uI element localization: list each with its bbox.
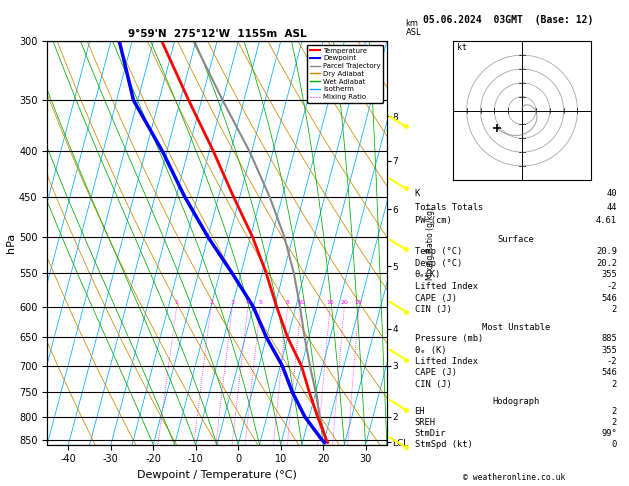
Text: SREH: SREH [415, 418, 435, 427]
Text: 4: 4 [246, 300, 250, 305]
Text: 40: 40 [606, 189, 617, 198]
Text: PW (cm): PW (cm) [415, 216, 451, 226]
Text: km
ASL: km ASL [406, 18, 421, 37]
Text: 3: 3 [230, 300, 234, 305]
Text: 546: 546 [601, 368, 617, 377]
Text: Dewp (°C): Dewp (°C) [415, 259, 462, 268]
Text: EH: EH [415, 407, 425, 417]
Text: 2: 2 [209, 300, 213, 305]
Text: Lifted Index: Lifted Index [415, 282, 477, 291]
Text: Surface: Surface [498, 235, 534, 244]
Text: Lifted Index: Lifted Index [415, 357, 477, 366]
Text: 20.2: 20.2 [596, 259, 617, 268]
Text: 2: 2 [612, 380, 617, 389]
Text: 4.61: 4.61 [596, 216, 617, 226]
Text: 355: 355 [601, 346, 617, 355]
Text: Mixing Ratio (g/kg): Mixing Ratio (g/kg) [426, 207, 435, 279]
Text: 355: 355 [601, 270, 617, 279]
Text: CAPE (J): CAPE (J) [415, 368, 457, 377]
Text: 10: 10 [297, 300, 305, 305]
Text: θₑ(K): θₑ(K) [415, 270, 441, 279]
Text: 0: 0 [612, 440, 617, 449]
Text: Temp (°C): Temp (°C) [415, 247, 462, 256]
Text: Pressure (mb): Pressure (mb) [415, 334, 483, 343]
Text: 5: 5 [259, 300, 262, 305]
Y-axis label: hPa: hPa [6, 233, 16, 253]
Text: 99°: 99° [601, 429, 617, 438]
Text: 2: 2 [612, 305, 617, 314]
Text: 885: 885 [601, 334, 617, 343]
Text: 8: 8 [286, 300, 289, 305]
Text: -2: -2 [606, 282, 617, 291]
Text: 20: 20 [340, 300, 348, 305]
Text: 05.06.2024  03GMT  (Base: 12): 05.06.2024 03GMT (Base: 12) [423, 16, 593, 25]
Text: Totals Totals: Totals Totals [415, 203, 483, 212]
Text: © weatheronline.co.uk: © weatheronline.co.uk [464, 473, 565, 482]
Text: CIN (J): CIN (J) [415, 380, 451, 389]
Text: 25: 25 [355, 300, 363, 305]
Text: 20.9: 20.9 [596, 247, 617, 256]
Text: 2: 2 [612, 407, 617, 417]
Title: 9°59'N  275°12'W  1155m  ASL: 9°59'N 275°12'W 1155m ASL [128, 29, 306, 39]
Text: Most Unstable: Most Unstable [482, 323, 550, 332]
Text: StmSpd (kt): StmSpd (kt) [415, 440, 472, 449]
X-axis label: Dewpoint / Temperature (°C): Dewpoint / Temperature (°C) [137, 470, 297, 480]
Text: StmDir: StmDir [415, 429, 446, 438]
Text: kt: kt [457, 43, 467, 52]
Text: 44: 44 [606, 203, 617, 212]
Text: CAPE (J): CAPE (J) [415, 294, 457, 303]
Text: θₑ (K): θₑ (K) [415, 346, 446, 355]
Text: 2: 2 [612, 418, 617, 427]
Text: 546: 546 [601, 294, 617, 303]
Legend: Temperature, Dewpoint, Parcel Trajectory, Dry Adiabat, Wet Adiabat, Isotherm, Mi: Temperature, Dewpoint, Parcel Trajectory… [307, 45, 383, 103]
Text: K: K [415, 189, 420, 198]
Text: -2: -2 [606, 357, 617, 366]
Text: Hodograph: Hodograph [492, 397, 540, 406]
Text: 1: 1 [175, 300, 179, 305]
Text: CIN (J): CIN (J) [415, 305, 451, 314]
Text: 16: 16 [326, 300, 334, 305]
